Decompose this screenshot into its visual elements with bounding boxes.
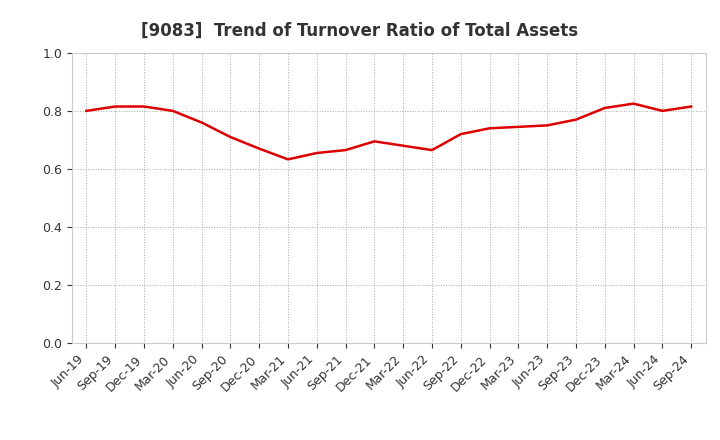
Text: [9083]  Trend of Turnover Ratio of Total Assets: [9083] Trend of Turnover Ratio of Total …: [141, 22, 579, 40]
